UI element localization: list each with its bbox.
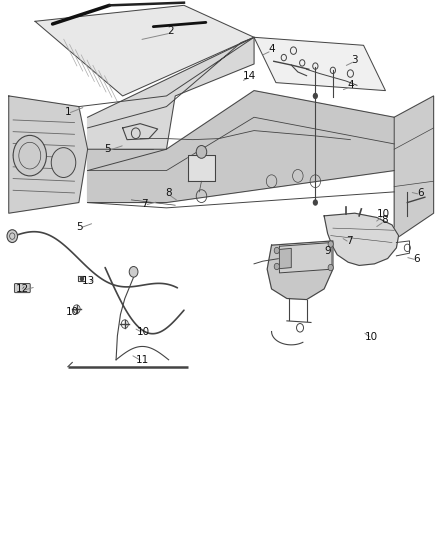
Text: 5: 5: [76, 222, 83, 231]
Text: 3: 3: [351, 55, 358, 64]
Circle shape: [129, 266, 138, 277]
Polygon shape: [188, 155, 215, 181]
Text: 10: 10: [66, 307, 79, 317]
Circle shape: [313, 199, 318, 206]
Circle shape: [7, 230, 18, 243]
Polygon shape: [9, 96, 88, 213]
Circle shape: [328, 264, 333, 271]
Text: 6: 6: [417, 188, 424, 198]
Circle shape: [274, 263, 279, 270]
Text: 4: 4: [347, 80, 354, 90]
Polygon shape: [394, 96, 434, 240]
Polygon shape: [267, 241, 333, 300]
Text: 5: 5: [104, 144, 111, 154]
Polygon shape: [324, 213, 399, 265]
Text: 10: 10: [137, 327, 150, 336]
Text: 11: 11: [136, 355, 149, 365]
FancyBboxPatch shape: [14, 284, 30, 293]
Polygon shape: [254, 37, 385, 91]
Text: 4: 4: [268, 44, 275, 54]
Text: 10: 10: [365, 332, 378, 342]
Circle shape: [13, 135, 46, 176]
Text: 9: 9: [324, 246, 331, 255]
Text: 10: 10: [377, 209, 390, 219]
Polygon shape: [279, 248, 291, 269]
Circle shape: [80, 276, 84, 281]
Polygon shape: [88, 37, 254, 171]
Circle shape: [274, 247, 279, 254]
Polygon shape: [88, 91, 394, 203]
Polygon shape: [279, 243, 332, 273]
Text: 8: 8: [381, 215, 388, 224]
Text: 6: 6: [413, 254, 420, 263]
Text: 8: 8: [165, 188, 172, 198]
Text: 7: 7: [346, 236, 353, 246]
Text: 7: 7: [141, 199, 148, 208]
Circle shape: [313, 93, 318, 99]
Circle shape: [51, 148, 76, 177]
Polygon shape: [35, 5, 254, 96]
Text: 14: 14: [243, 71, 256, 80]
Circle shape: [328, 241, 333, 247]
Text: 12: 12: [16, 284, 29, 294]
Circle shape: [196, 146, 207, 158]
Text: 2: 2: [167, 26, 174, 36]
Text: 1: 1: [64, 107, 71, 117]
Text: 13: 13: [82, 277, 95, 286]
